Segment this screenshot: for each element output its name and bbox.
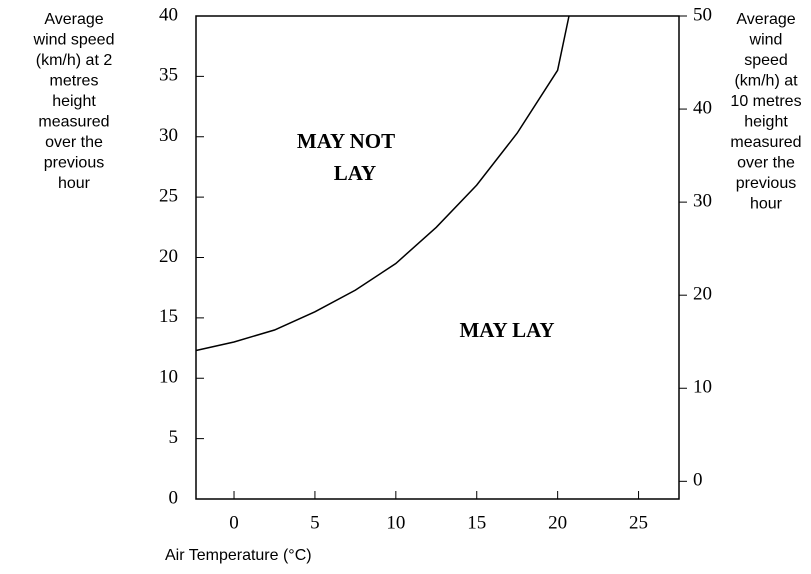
y2-tick-label: 0 [693,470,703,491]
x-tick-label: 10 [386,512,405,533]
y-axis-label: Average [44,11,103,28]
y2-axis-label: wind [749,32,783,49]
x-tick-label: 0 [229,512,239,533]
y2-axis-label: over the [737,155,795,172]
y-axis-label: wind speed [33,32,115,49]
y-tick-label: 25 [159,185,178,206]
y2-tick-label: 50 [693,4,712,25]
y-axis-label: previous [44,155,104,172]
y-axis-label: measured [38,114,109,131]
y-tick-label: 15 [159,306,178,327]
y2-axis-label: Average [736,11,795,28]
annotation: MAY NOT [297,129,395,153]
y2-tick-label: 20 [693,284,712,305]
y2-tick-label: 10 [693,377,712,398]
curve [195,15,570,352]
y2-axis-label: height [744,114,788,131]
y-axis-label: (km/h) at 2 [36,52,113,69]
x-tick-label: 5 [310,512,320,533]
y-tick-label: 0 [169,487,179,508]
x-tick-label: 15 [467,512,486,533]
annotation: MAY LAY [459,318,554,342]
y-tick-label: 35 [159,65,178,86]
plot-frame [195,15,680,500]
annotation: LAY [334,161,376,185]
y-tick-label: 10 [159,367,178,388]
y2-tick-label: 30 [693,190,712,211]
y-tick-label: 40 [159,4,178,25]
x-tick-label: 25 [629,512,648,533]
y2-axis-label: measured [730,134,801,151]
y2-axis-label: 10 metres [730,93,801,110]
y2-tick-label: 40 [693,97,712,118]
y-axis-label: over the [45,134,103,151]
y-axis-label: height [52,93,96,110]
y-axis-label: metres [50,73,99,90]
x-axis-label: Air Temperature (°C) [165,547,312,564]
y2-axis-label: previous [736,175,796,192]
y-axis-label: hour [58,175,91,192]
y-tick-label: 30 [159,125,178,146]
y2-axis-label: speed [744,52,788,69]
y-tick-label: 5 [169,427,179,448]
y-tick-label: 20 [159,246,178,267]
y2-axis-label: hour [750,196,783,213]
x-tick-label: 20 [548,512,567,533]
y2-axis-label: (km/h) at [734,73,798,90]
